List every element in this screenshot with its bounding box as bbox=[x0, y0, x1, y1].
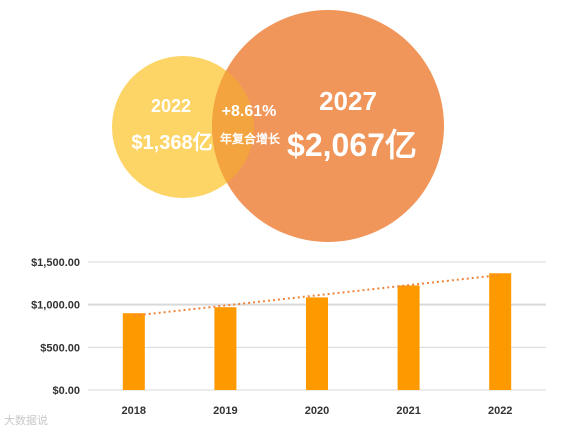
value-2022-label: $1,368亿 bbox=[131, 132, 213, 154]
x-tick-label: 2021 bbox=[396, 405, 420, 417]
x-tick-label: 2019 bbox=[213, 405, 237, 417]
bar bbox=[122, 313, 145, 390]
bar bbox=[306, 297, 328, 390]
bar bbox=[397, 285, 420, 390]
growth-rate: +8.61% bbox=[221, 103, 277, 120]
year-2027-label: 2027 bbox=[319, 86, 377, 116]
bar bbox=[214, 307, 237, 390]
y-tick-label: $1,500.00 bbox=[31, 257, 80, 269]
y-tick-label: $0.00 bbox=[52, 385, 80, 397]
value-2027-label: $2,067亿 bbox=[287, 127, 417, 163]
venn-diagram: 2022 $1,368亿 +8.61% 年复合增长 2027 $2,067亿 bbox=[112, 10, 444, 242]
bar bbox=[489, 273, 512, 390]
x-tick-label: 2018 bbox=[122, 405, 146, 417]
watermark-text: 大数据说 bbox=[4, 415, 48, 427]
y-tick-label: $500.00 bbox=[40, 342, 80, 354]
trendline bbox=[133, 273, 501, 317]
year-2022-label: 2022 bbox=[150, 96, 192, 116]
x-tick-label: 2020 bbox=[305, 405, 329, 417]
y-tick-label: $1,000.00 bbox=[31, 300, 80, 312]
x-tick-label: 2022 bbox=[488, 405, 512, 417]
bar-chart: $0.00 $500.00 $1,000.00 $1,500.00 2018 2019 20… bbox=[31, 257, 546, 417]
growth-label: 年复合增长 bbox=[219, 132, 280, 146]
